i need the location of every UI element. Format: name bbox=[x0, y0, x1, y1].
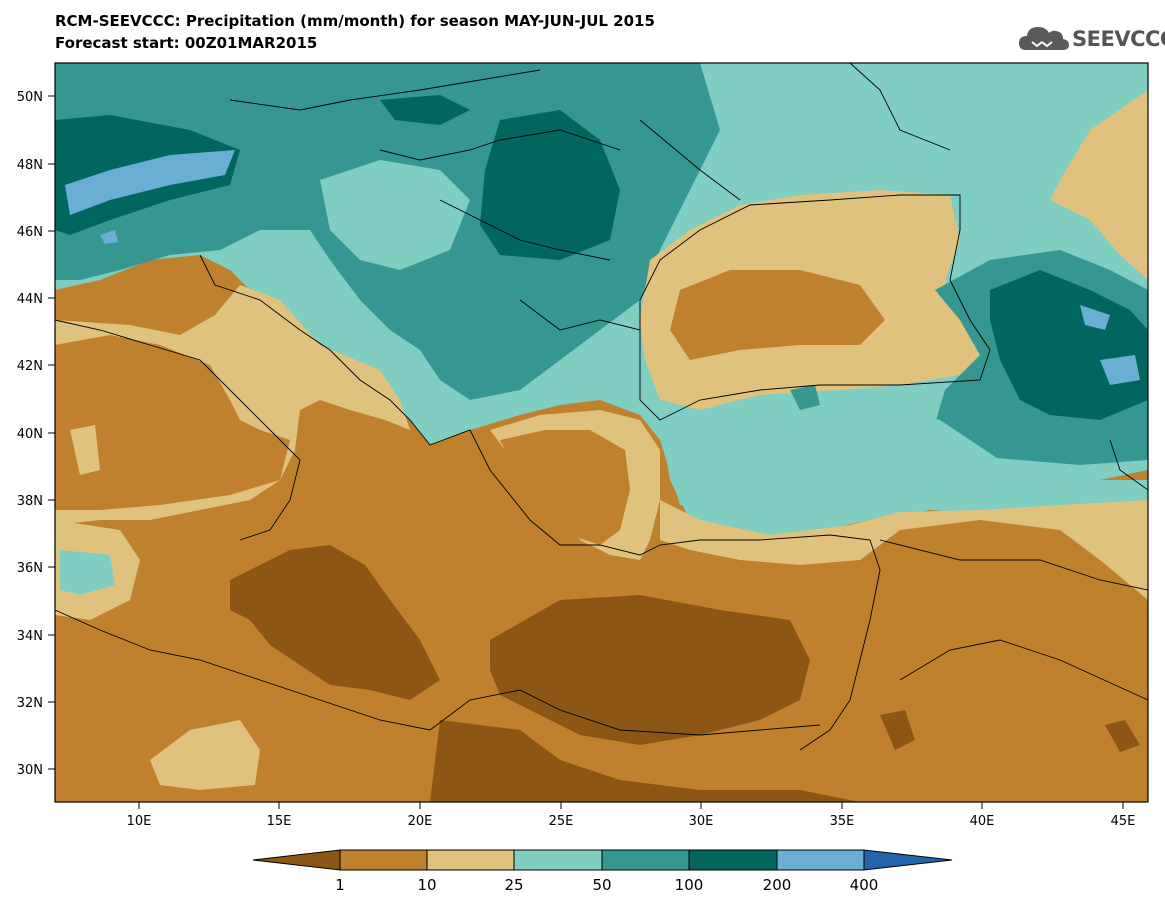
lat-label: 44N bbox=[17, 292, 43, 307]
latitude-axis: 50N 48N 46N 44N 42N 40N 38N 36N 34N 32N … bbox=[17, 90, 55, 778]
lat-label: 42N bbox=[17, 359, 43, 374]
colorbar-label: 200 bbox=[763, 876, 792, 894]
lon-label: 35E bbox=[830, 814, 855, 829]
lat-label: 46N bbox=[17, 225, 43, 240]
lon-label: 10E bbox=[127, 814, 152, 829]
logo-text: SEEVCCC bbox=[1072, 27, 1165, 51]
longitude-axis: 10E 15E 20E 25E 30E 35E 40E 45E bbox=[127, 802, 1136, 829]
colorbar-label: 10 bbox=[417, 876, 436, 894]
lon-label: 40E bbox=[970, 814, 995, 829]
lat-label: 48N bbox=[17, 158, 43, 173]
lon-label: 25E bbox=[549, 814, 574, 829]
lon-label: 15E bbox=[267, 814, 292, 829]
coastlines bbox=[55, 63, 1148, 751]
lat-label: 40N bbox=[17, 427, 43, 442]
colorbar-label: 50 bbox=[592, 876, 611, 894]
lon-label: 20E bbox=[408, 814, 433, 829]
colorbar-lower-arrow bbox=[252, 849, 341, 871]
lat-label: 34N bbox=[17, 629, 43, 644]
forecast-start-label: Forecast start: 00Z01MAR2015 bbox=[55, 34, 318, 52]
map-title: RCM-SEEVCCC: Precipitation (mm/month) fo… bbox=[55, 12, 655, 30]
precipitation-field bbox=[55, 63, 1148, 802]
seevccc-logo: SEEVCCC bbox=[1018, 22, 1165, 56]
colorbar-swatch bbox=[688, 849, 778, 871]
lat-label: 36N bbox=[17, 561, 43, 576]
colorbar-label: 100 bbox=[675, 876, 704, 894]
colorbar-upper-arrow bbox=[863, 849, 953, 871]
colorbar-label: 1 bbox=[335, 876, 345, 894]
colorbar-label: 400 bbox=[850, 876, 879, 894]
lon-label: 30E bbox=[689, 814, 714, 829]
colorbar-swatch bbox=[426, 849, 515, 871]
lat-label: 32N bbox=[17, 696, 43, 711]
colorbar-label: 25 bbox=[504, 876, 523, 894]
lat-label: 38N bbox=[17, 494, 43, 509]
colorbar-swatch bbox=[601, 849, 690, 871]
lat-label: 30N bbox=[17, 763, 43, 778]
colorbar-swatch bbox=[513, 849, 603, 871]
cloud-icon bbox=[1019, 27, 1069, 50]
colorbar: 1 10 25 50 100 200 400 bbox=[252, 849, 953, 894]
colorbar-swatch bbox=[339, 849, 428, 871]
lat-label: 50N bbox=[17, 90, 43, 105]
lon-label: 45E bbox=[1111, 814, 1136, 829]
colorbar-swatch bbox=[776, 849, 865, 871]
